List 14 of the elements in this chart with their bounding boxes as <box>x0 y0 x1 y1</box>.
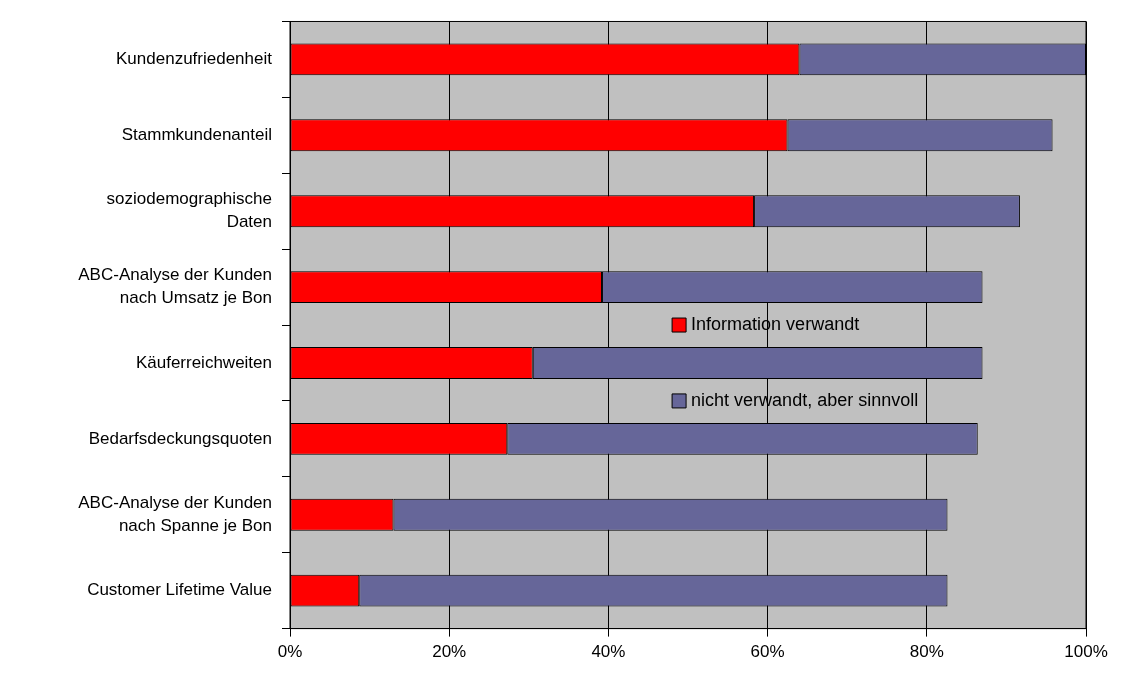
y-tick-label: ABC-Analyse der Kunden nach Spanne je Bon <box>78 492 272 535</box>
y-tick-label: ABC-Analyse der Kunden nach Umsatz je Bon <box>78 265 272 308</box>
x-tick-label: 20% <box>432 642 467 662</box>
x-tick-label: 0% <box>277 642 303 662</box>
y-tick-label: Kundenzufriedenheit <box>116 49 273 69</box>
y-tick-label: Customer Lifetime Value <box>87 580 272 600</box>
y-tick-label: soziodemographische Daten <box>106 189 272 232</box>
y-tick-label: Stammkundenanteil <box>121 125 272 144</box>
x-tick-label: 80% <box>909 642 944 662</box>
x-tick-label: 100% <box>1064 642 1108 662</box>
x-tick-label: 40% <box>591 642 626 662</box>
x-tick-label: 60% <box>750 642 785 662</box>
y-tick-label: Bedarfsdeckungsquoten <box>88 428 272 448</box>
y-tick-label: Käuferreichweiten <box>135 352 272 372</box>
